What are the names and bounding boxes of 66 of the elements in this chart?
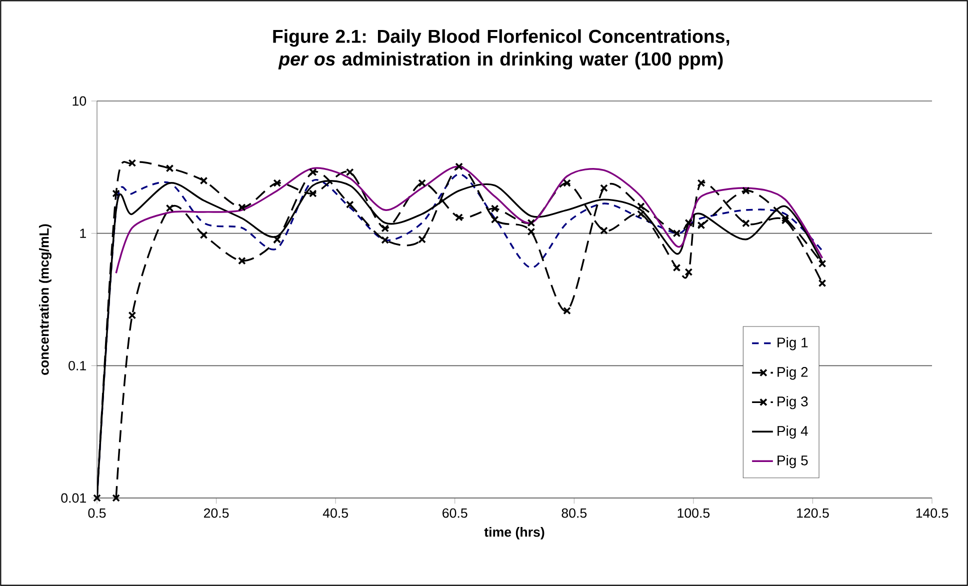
y-tick-label: 0.01 <box>61 493 86 503</box>
point <box>346 168 354 176</box>
point <box>418 235 426 244</box>
point <box>308 190 317 198</box>
chart-title: Figure 2.1: Daily Blood Florfenicol Concentrations, per os administration in drinking water (100 ppm) <box>273 29 730 70</box>
line-series <box>115 166 824 274</box>
y-tick-label: 10 <box>72 96 86 106</box>
point <box>308 168 317 176</box>
y-axis-title: concentration (mcg/mL) <box>39 224 52 375</box>
point <box>684 218 693 227</box>
point <box>818 279 826 288</box>
point <box>418 179 426 187</box>
legend-label: Pig 2 <box>778 366 808 380</box>
legend-label: Pig 1 <box>778 337 808 350</box>
point <box>166 164 174 172</box>
point <box>600 184 608 192</box>
point <box>238 256 246 265</box>
x-axis-title: time (hrs) <box>484 527 544 540</box>
point <box>563 179 571 187</box>
point <box>527 218 536 227</box>
x-tick-label: 20.5 <box>204 508 229 518</box>
point <box>455 213 463 222</box>
point <box>455 162 463 170</box>
y-tick-label: 1 <box>80 228 86 238</box>
point <box>381 236 390 244</box>
point <box>128 159 136 167</box>
point <box>742 219 750 228</box>
point <box>273 179 282 187</box>
x-tick-label: 40.5 <box>322 508 348 518</box>
point <box>490 204 499 212</box>
point <box>381 224 390 232</box>
point <box>346 200 354 209</box>
legend-label: Pig 4 <box>778 426 808 439</box>
y-tick-label: 0.1 <box>68 360 86 370</box>
x-tick-label: 0.5 <box>88 508 106 518</box>
point <box>93 494 101 502</box>
point <box>697 179 706 187</box>
point <box>637 210 645 218</box>
x-tick-label: 80.5 <box>562 508 587 518</box>
point <box>273 235 282 244</box>
point <box>637 202 645 210</box>
point <box>781 214 790 222</box>
point <box>200 231 208 240</box>
point <box>112 190 120 198</box>
point <box>672 264 681 272</box>
point <box>781 216 790 224</box>
point <box>166 204 174 212</box>
point <box>238 203 246 212</box>
point <box>600 226 608 234</box>
point <box>112 494 120 502</box>
legend-label: Pig 3 <box>778 396 808 410</box>
x-tick-label: 100.5 <box>678 508 710 518</box>
point <box>563 306 571 315</box>
x-tick-label: 140.5 <box>916 508 948 518</box>
point <box>818 260 826 268</box>
point <box>128 311 136 320</box>
x-tick-label: 60.5 <box>442 508 468 518</box>
point <box>200 176 208 185</box>
point <box>742 186 750 195</box>
point <box>490 216 499 224</box>
point <box>527 228 536 236</box>
legend-label: Pig 5 <box>778 455 808 468</box>
point <box>672 229 681 238</box>
x-tick-label: 120.5 <box>797 508 829 518</box>
point <box>697 221 706 230</box>
point <box>684 268 693 276</box>
